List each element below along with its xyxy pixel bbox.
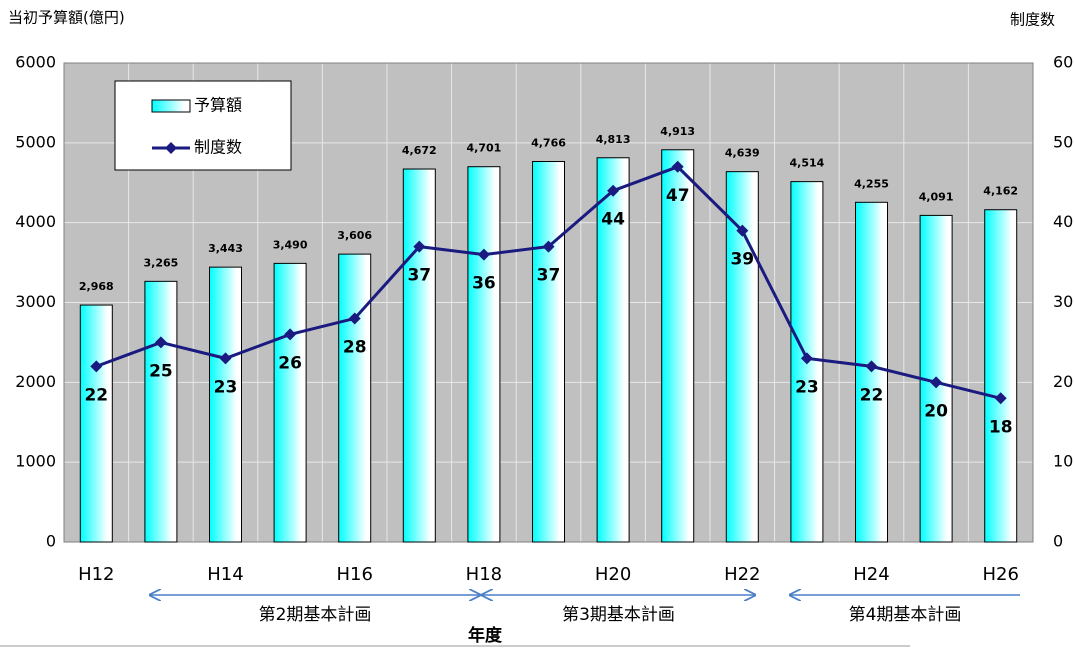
bar-value-label: 4,162 <box>983 185 1018 198</box>
bar-value-label: 3,443 <box>208 242 243 255</box>
bar-value-label: 2,968 <box>79 280 114 293</box>
legend-swatch <box>151 99 191 113</box>
y-tick-label: 6000 <box>15 53 56 72</box>
x-tick-label: H14 <box>207 564 243 585</box>
line-value-label: 26 <box>278 353 302 373</box>
bar-value-label: 3,265 <box>144 256 179 269</box>
period-label: 第3期基本計画 <box>562 605 675 625</box>
y2-tick-label: 40 <box>1053 212 1073 231</box>
x-tick-label: H18 <box>466 564 502 585</box>
y2-tick-label: 0 <box>1053 532 1063 551</box>
bar-value-label: 3,490 <box>273 238 308 251</box>
y2-tick-label: 20 <box>1053 372 1073 391</box>
x-tick-label: H12 <box>78 564 114 585</box>
line-marker <box>736 224 749 237</box>
line-marker <box>413 240 426 253</box>
bar-value-label: 4,701 <box>467 142 502 155</box>
line-marker <box>607 184 620 197</box>
bar <box>984 209 1018 543</box>
line-value-label: 47 <box>666 186 690 206</box>
legend-label: 制度数 <box>194 138 242 157</box>
line-marker <box>671 160 684 173</box>
y-tick-label: 1000 <box>15 452 56 471</box>
line-marker <box>219 352 232 365</box>
bar-value-label: 4,913 <box>660 125 695 138</box>
bar <box>467 166 501 543</box>
period-label: 第4期基本計画 <box>849 605 962 625</box>
bar <box>402 168 436 543</box>
y2-axis-title: 制度数 <box>1010 11 1055 29</box>
line-value-label: 18 <box>989 417 1013 437</box>
y2-tick-label: 30 <box>1053 292 1073 311</box>
line-marker <box>90 360 103 373</box>
x-axis-title: 年度 <box>468 625 503 646</box>
bar <box>596 157 630 543</box>
bar-value-label: 4,514 <box>790 157 825 170</box>
y-tick-label: 2000 <box>15 372 56 391</box>
line-value-label: 22 <box>860 385 884 405</box>
bar <box>79 304 113 543</box>
line-value-label: 23 <box>214 377 238 397</box>
line-marker <box>800 352 813 365</box>
bar-value-label: 3,606 <box>337 229 372 242</box>
line-marker <box>154 336 167 349</box>
line-marker <box>542 240 555 253</box>
bar-value-label: 4,766 <box>531 137 566 150</box>
bar <box>661 149 695 543</box>
line-marker <box>477 248 490 261</box>
line-value-label: 37 <box>407 266 431 286</box>
y2-tick-label: 50 <box>1053 132 1073 151</box>
line-value-label: 28 <box>343 337 367 357</box>
x-tick-label: H24 <box>853 564 889 585</box>
y-tick-label: 4000 <box>15 212 56 231</box>
line-value-label: 44 <box>601 210 625 230</box>
x-tick-label: H26 <box>982 564 1018 585</box>
period-label: 第2期基本計画 <box>259 605 372 625</box>
y2-tick-label: 60 <box>1053 53 1073 72</box>
line-value-label: 23 <box>795 377 819 397</box>
bar-value-label: 4,255 <box>854 177 889 190</box>
y-tick-label: 0 <box>46 532 56 551</box>
bar <box>338 253 372 543</box>
legend-marker <box>165 142 177 154</box>
line-value-label: 37 <box>537 266 561 286</box>
line-value-label: 36 <box>472 274 496 294</box>
bar-value-label: 4,813 <box>596 133 631 146</box>
bar <box>532 161 565 543</box>
line-marker <box>865 360 878 373</box>
y-tick-label: 3000 <box>15 292 56 311</box>
line-marker <box>284 328 297 341</box>
line-marker <box>994 392 1007 405</box>
bar-value-label: 4,672 <box>402 144 437 157</box>
bar-value-label: 4,091 <box>919 190 954 203</box>
legend-label: 予算額 <box>194 96 242 115</box>
line-marker <box>930 376 943 389</box>
x-tick-label: H22 <box>724 564 760 585</box>
bar <box>209 266 242 543</box>
line-marker <box>348 312 361 325</box>
x-tick-label: H16 <box>336 564 372 585</box>
y-tick-label: 5000 <box>15 132 56 151</box>
line-value-label: 20 <box>924 401 948 421</box>
bar <box>273 262 307 543</box>
y-axis-title: 当初予算額(億円) <box>8 9 125 27</box>
x-tick-label: H20 <box>595 564 631 585</box>
line-value-label: 25 <box>149 361 173 381</box>
bar-value-label: 4,639 <box>725 147 760 160</box>
line-value-label: 39 <box>730 250 754 270</box>
legend-box <box>114 80 292 171</box>
bar <box>144 280 178 543</box>
y2-tick-label: 10 <box>1053 452 1073 471</box>
line-value-label: 22 <box>84 385 108 405</box>
